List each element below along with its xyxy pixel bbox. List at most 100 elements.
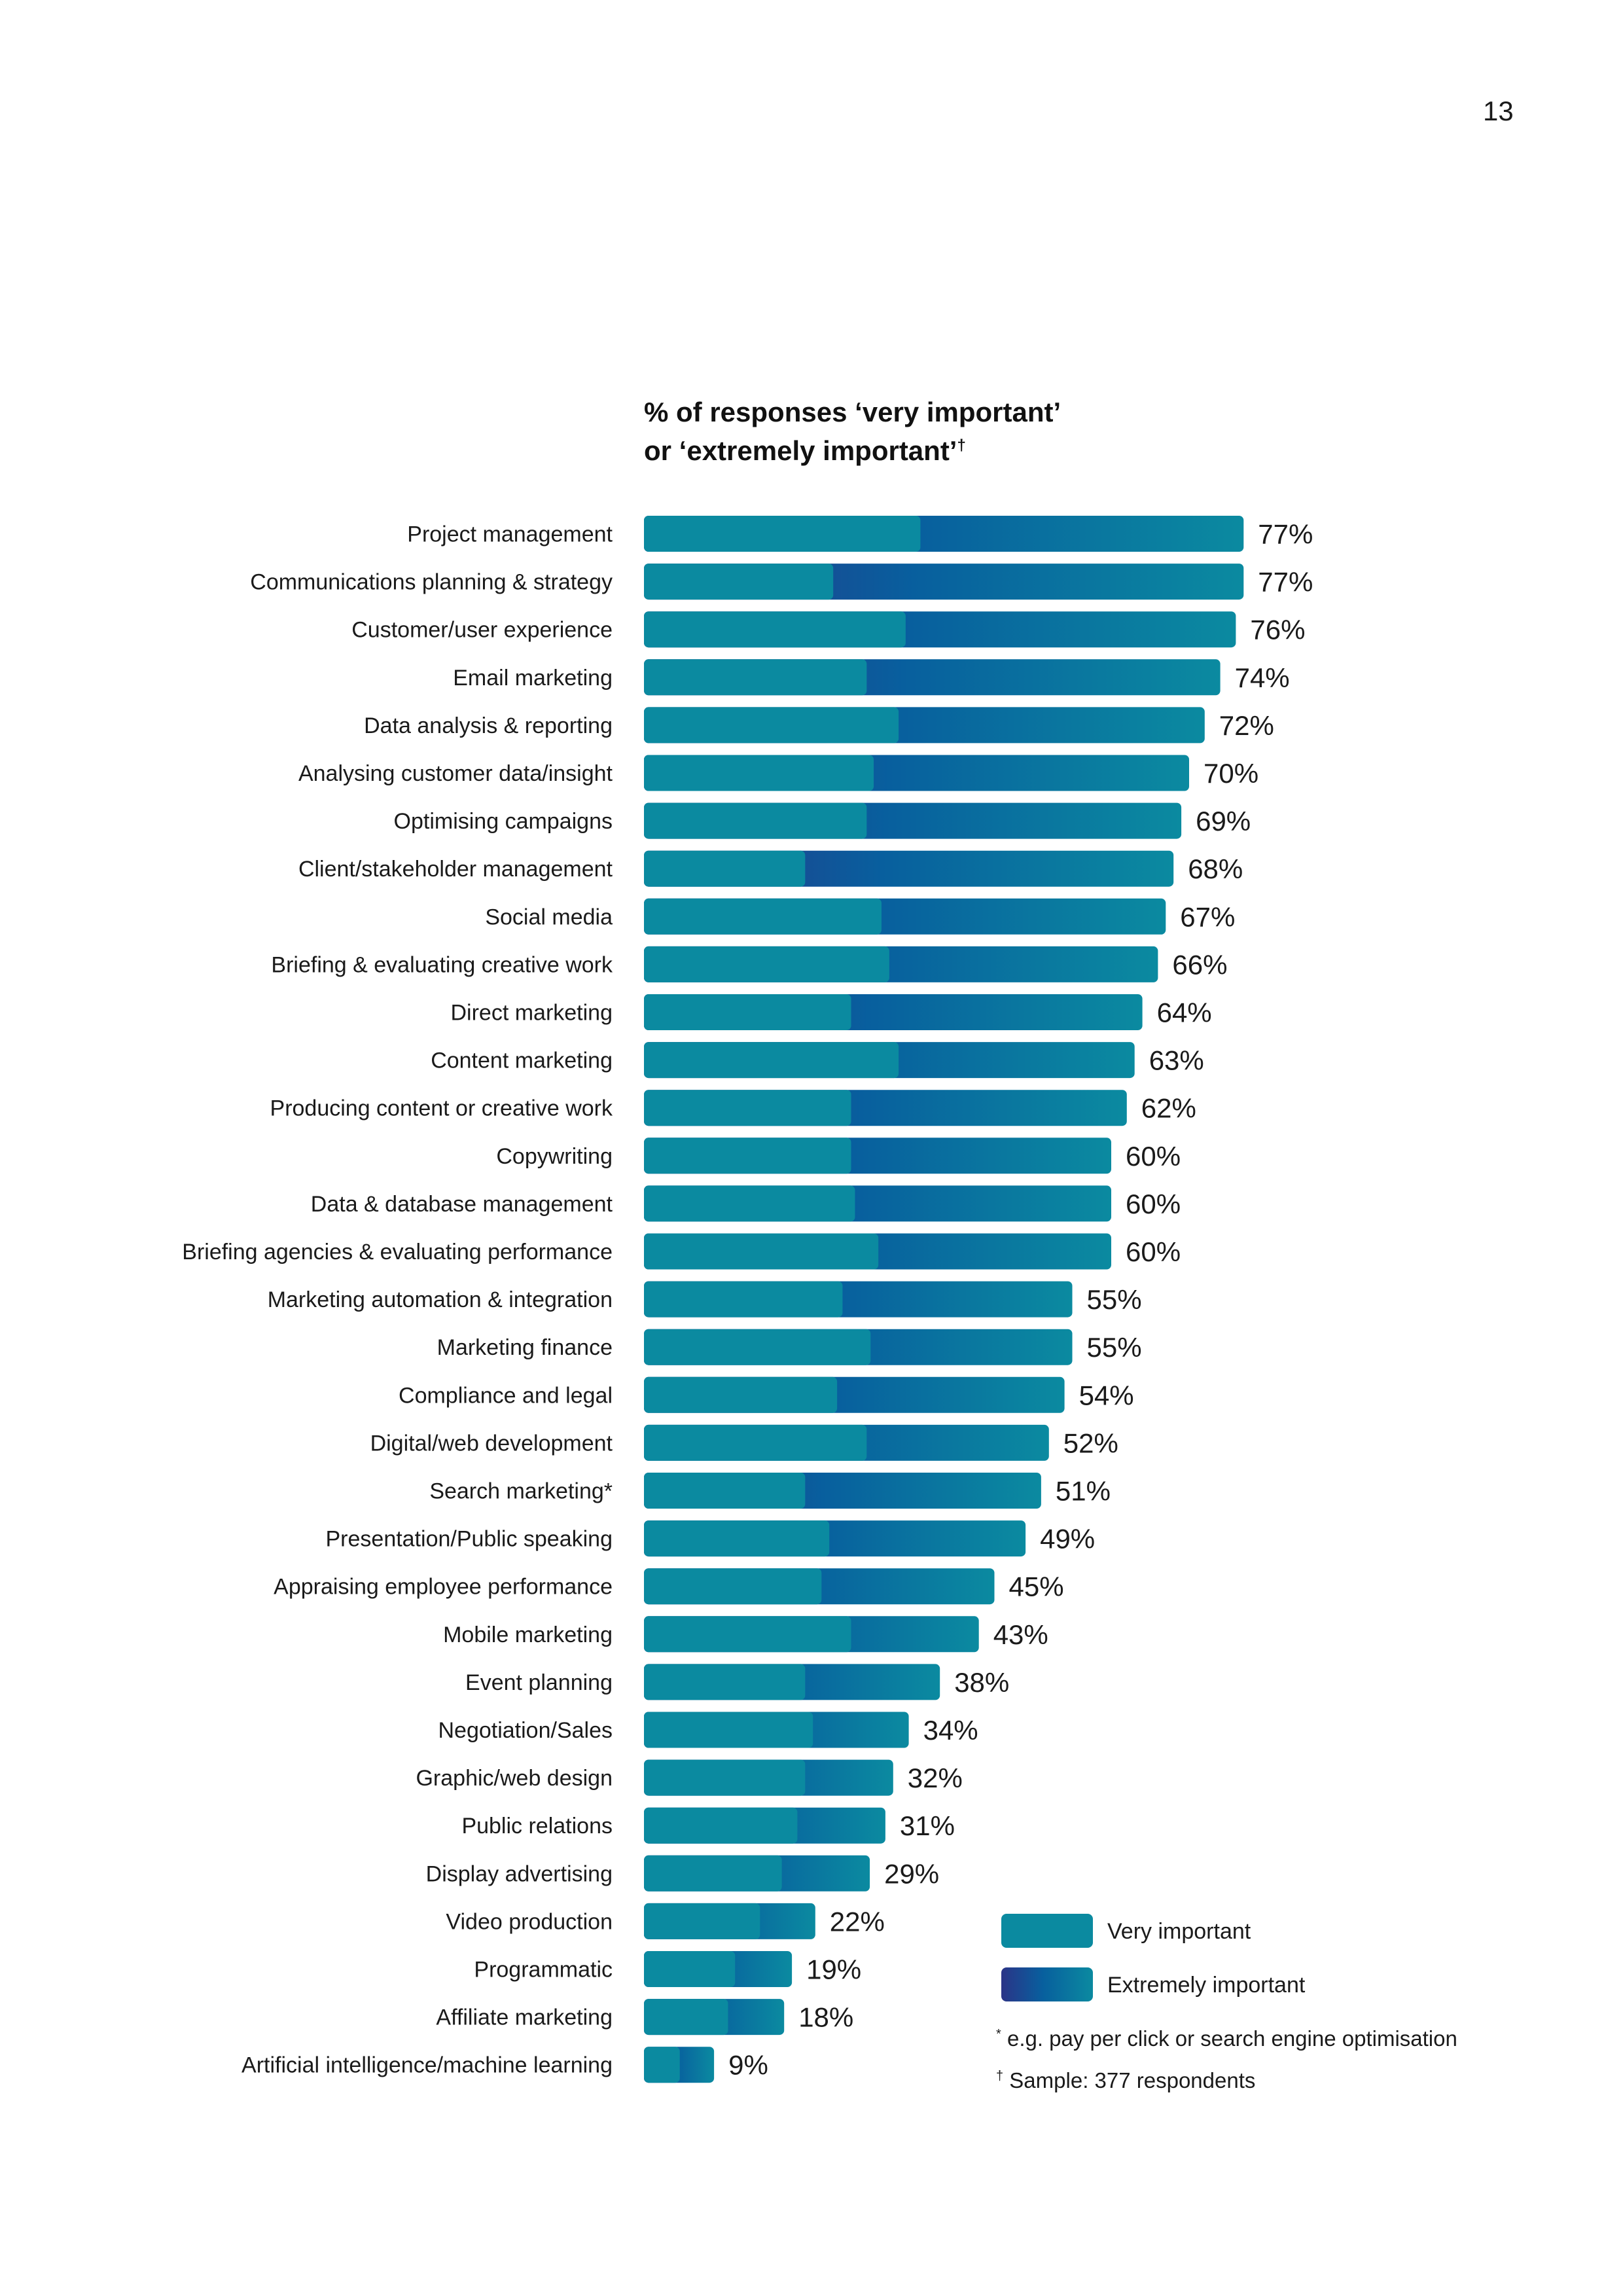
bar-very-important: [644, 1185, 855, 1222]
value-label: 67%: [1180, 901, 1235, 932]
category-label: Producing content or creative work: [270, 1096, 613, 1121]
footnote-star-mark: *: [996, 2027, 1001, 2041]
bar-very-important: [644, 2047, 680, 2083]
bar-very-important: [644, 802, 867, 839]
bars-layer: Project management 77% Communications plan…: [182, 516, 1313, 2083]
category-label: Email marketing: [453, 666, 613, 691]
value-label: 18%: [798, 2002, 853, 2033]
category-label: Briefing agencies & evaluating performan…: [182, 1240, 613, 1265]
category-label: Client/stakeholder management: [298, 857, 613, 882]
category-label: Public relations: [461, 1814, 613, 1839]
category-label: Data analysis & reporting: [364, 713, 613, 738]
value-label: 77%: [1258, 519, 1313, 550]
bar-very-important: [644, 1329, 871, 1365]
bar-very-important: [644, 1951, 736, 1987]
footnote-dagger-text: Sample: 377 respondents: [1009, 2068, 1256, 2092]
bar-very-important: [644, 1807, 798, 1844]
category-label: Programmatic: [474, 1958, 613, 1982]
value-label: 60%: [1126, 1236, 1181, 1267]
category-label: Digital/web development: [370, 1431, 613, 1456]
bar-very-important: [644, 850, 806, 887]
value-label: 77%: [1258, 567, 1313, 598]
category-label: Analysing customer data/insight: [298, 761, 613, 786]
footnote-dagger: † Sample: 377 respondents: [996, 2068, 1255, 2093]
value-label: 49%: [1040, 1524, 1095, 1554]
bar-very-important: [644, 1424, 867, 1461]
value-label: 64%: [1157, 997, 1212, 1028]
bar-very-important: [644, 1138, 851, 1174]
chart-title-line-2: or ‘extremely important’†: [644, 429, 1233, 467]
bar-very-important: [644, 564, 834, 600]
bar-very-important: [644, 516, 921, 552]
value-label: 76%: [1250, 615, 1305, 645]
value-label: 29%: [884, 1858, 939, 1889]
bar-very-important: [644, 1090, 851, 1126]
category-label: Presentation/Public speaking: [326, 1527, 613, 1552]
value-label: 60%: [1126, 1141, 1181, 1172]
category-label: Social media: [485, 905, 613, 929]
bar-very-important: [644, 898, 882, 935]
bar-very-important: [644, 659, 867, 696]
bar-very-important: [644, 1712, 813, 1748]
value-label: 70%: [1204, 758, 1258, 789]
value-label: 45%: [1009, 1571, 1064, 1602]
chart-title: % of responses ‘very important’ or ‘extr…: [644, 395, 1233, 467]
legend-label-extremely-important: Extremely important: [1107, 1973, 1306, 1998]
bar-very-important: [644, 1903, 760, 1939]
bar-very-important: [644, 1520, 830, 1557]
category-label: Display advertising: [426, 1861, 613, 1886]
footnote-star-text: e.g. pay per click or search engine opti…: [1007, 2026, 1457, 2051]
value-label: 68%: [1188, 853, 1243, 884]
chart-title-line-1: % of responses ‘very important’: [644, 397, 1061, 427]
legend-swatch-extremely-important: [1001, 1967, 1093, 2001]
bar-very-important: [644, 611, 906, 648]
value-label: 22%: [830, 1906, 885, 1937]
category-label: Artificial intelligence/machine learning: [241, 2053, 613, 2078]
category-label: Optimising campaigns: [394, 809, 613, 834]
value-label: 34%: [923, 1715, 978, 1746]
value-label: 31%: [900, 1810, 955, 1841]
value-label: 62%: [1141, 1093, 1196, 1124]
value-label: 63%: [1149, 1045, 1204, 1076]
category-label: Mobile marketing: [443, 1623, 613, 1647]
bar-very-important: [644, 1233, 879, 1270]
value-label: 55%: [1087, 1332, 1142, 1363]
category-label: Compliance and legal: [399, 1383, 613, 1408]
value-label: 66%: [1172, 949, 1227, 980]
legend-label-very-important: Very important: [1107, 1919, 1251, 1944]
category-label: Marketing finance: [437, 1335, 613, 1360]
bar-very-important: [644, 1376, 838, 1413]
bar-very-important: [644, 946, 889, 982]
bar-very-important: [644, 1473, 806, 1509]
value-label: 19%: [806, 1954, 861, 1985]
value-label: 55%: [1087, 1284, 1142, 1315]
category-label: Communications planning & strategy: [250, 570, 613, 595]
bar-very-important: [644, 755, 874, 791]
value-label: 9%: [728, 2050, 768, 2081]
dagger-mark: †: [957, 437, 966, 454]
category-label: Copywriting: [496, 1144, 613, 1169]
chart-title-line-2-text: or ‘extremely important’: [644, 435, 957, 466]
category-label: Negotiation/Sales: [438, 1718, 613, 1743]
value-label: 43%: [993, 1619, 1048, 1650]
bar-very-important: [644, 1855, 782, 1892]
bar-very-important: [644, 1281, 843, 1318]
category-label: Content marketing: [431, 1049, 613, 1073]
category-label: Appraising employee performance: [274, 1575, 613, 1600]
legend-swatch-very-important: [1001, 1914, 1093, 1948]
bar-very-important: [644, 1042, 899, 1079]
value-label: 32%: [908, 1763, 963, 1793]
value-label: 52%: [1063, 1427, 1118, 1458]
category-label: Project management: [407, 522, 613, 547]
category-label: Direct marketing: [450, 1001, 613, 1026]
category-label: Affiliate marketing: [436, 2005, 613, 2030]
bar-very-important: [644, 1568, 822, 1605]
category-label: Graphic/web design: [416, 1766, 613, 1791]
page-number: 13: [1483, 96, 1514, 126]
category-label: Briefing & evaluating creative work: [271, 952, 613, 977]
bar-very-important: [644, 1759, 806, 1796]
value-label: 54%: [1079, 1380, 1134, 1410]
bar-very-important: [644, 994, 851, 1030]
bar-very-important: [644, 707, 899, 744]
